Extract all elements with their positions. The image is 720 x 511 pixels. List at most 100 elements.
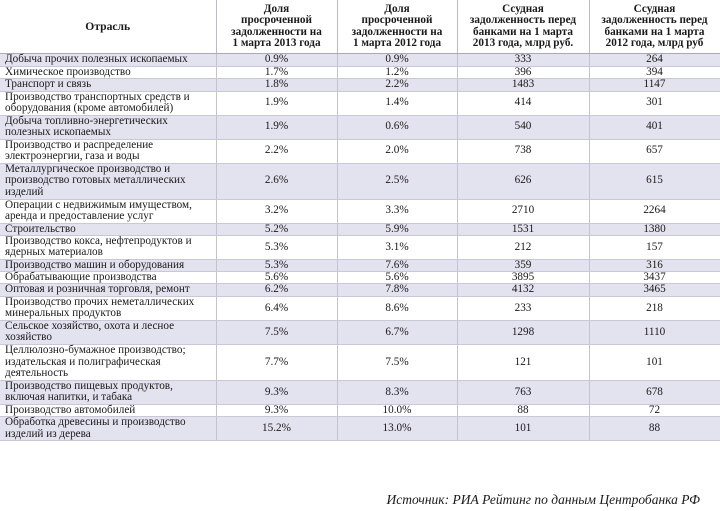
debt-2012-cell: 401: [589, 115, 720, 140]
share-2012-cell: 2.0%: [337, 139, 458, 164]
debt-2012-cell: 218: [589, 296, 720, 321]
share-2012-cell: 1.4%: [337, 91, 458, 116]
debt-2013-cell: 738: [457, 139, 590, 164]
share-2013-cell: 1.9%: [216, 115, 338, 140]
industry-cell: Производство транспортных средств и обор…: [0, 91, 217, 116]
header-row: Отрасль Доля просроченной задолженности …: [0, 0, 720, 54]
table-row: Операции с недвижимым имуществом, аренда…: [0, 199, 720, 224]
table-row: Целлюлозно-бумажное производство; издате…: [0, 344, 720, 381]
share-2013-cell: 2.6%: [216, 163, 338, 200]
industry-cell: Добыча прочих полезных ископаемых: [0, 53, 217, 67]
debt-2013-cell: 540: [457, 115, 590, 140]
industry-cell: Производство автомобилей: [0, 404, 217, 418]
header-debt-2013: Ссудная задолженность перед банками на 1…: [457, 0, 590, 54]
header-share-2012: Доля просроченной задолженности на 1 мар…: [337, 0, 458, 54]
table-row: Строительство 5.2% 5.9% 1531 1380: [0, 223, 720, 236]
industry-cell: Химическое производство: [0, 66, 217, 80]
industry-cell: Производство прочих неметаллических мине…: [0, 296, 217, 321]
share-2012-cell: 0.6%: [337, 115, 458, 140]
share-2012-cell: 5.6%: [337, 271, 458, 285]
industry-cell: Добыча топливно-энергетических полезных …: [0, 115, 217, 140]
share-2013-cell: 2.2%: [216, 139, 338, 164]
debt-2012-cell: 101: [589, 344, 720, 381]
debt-2013-cell: 333: [457, 53, 590, 67]
debt-2012-cell: 394: [589, 66, 720, 80]
share-2012-cell: 8.3%: [337, 380, 458, 405]
industry-cell: Производство машин и оборудования: [0, 259, 217, 273]
industry-cell: Производство пищевых продуктов, включая …: [0, 380, 217, 405]
debt-2012-cell: 157: [589, 235, 720, 260]
share-2012-cell: 8.6%: [337, 296, 458, 321]
share-2012-cell: 6.7%: [337, 320, 458, 345]
table-row: Добыча топливно-энергетических полезных …: [0, 115, 720, 140]
share-2012-cell: 7.5%: [337, 344, 458, 381]
share-2013-cell: 9.3%: [216, 380, 338, 405]
debt-2013-cell: 359: [457, 259, 590, 273]
debt-2013-cell: 88: [457, 404, 590, 418]
industry-cell: Сельское хозяйство, охота и лесное хозяй…: [0, 320, 217, 345]
industry-cell: Металлургическое производство и производ…: [0, 163, 217, 200]
share-2013-cell: 7.7%: [216, 344, 338, 381]
share-2012-cell: 1.2%: [337, 66, 458, 80]
debt-2012-cell: 2264: [589, 199, 720, 224]
header-debt-2012: Ссудная задолженность перед банками на 1…: [589, 0, 720, 54]
share-2013-cell: 0.9%: [216, 53, 338, 67]
industry-cell: Производство и распределение электроэнер…: [0, 139, 217, 164]
debt-2013-cell: 414: [457, 91, 590, 116]
share-2012-cell: 7.8%: [337, 284, 458, 297]
debt-2012-cell: 301: [589, 91, 720, 116]
debt-2013-cell: 3895: [457, 271, 590, 285]
share-2013-cell: 5.6%: [216, 271, 338, 285]
table-body: Добыча прочих полезных ископаемых 0.9% 0.9…: [0, 53, 720, 442]
table-row: Производство автомобилей 9.3% 10.0% 88 72: [0, 404, 720, 418]
share-2012-cell: 2.5%: [337, 163, 458, 200]
debt-2013-cell: 212: [457, 235, 590, 260]
share-2012-cell: 0.9%: [337, 53, 458, 67]
industry-cell: Обрабатывающие производства: [0, 271, 217, 285]
table-row: Металлургическое производство и производ…: [0, 163, 720, 200]
debt-2013-cell: 233: [457, 296, 590, 321]
table-row: Производство и распределение электроэнер…: [0, 139, 720, 164]
share-2013-cell: 1.9%: [216, 91, 338, 116]
table-row: Оптовая и розничная торговля, ремонт 6.2%…: [0, 284, 720, 297]
industry-cell: Оптовая и розничная торговля, ремонт: [0, 284, 217, 297]
table-row: Производство машин и оборудования 5.3% 7.6…: [0, 259, 720, 273]
share-2013-cell: 1.7%: [216, 66, 338, 80]
source-note: Источник: РИА Рейтинг по данным Центроба…: [386, 492, 701, 507]
share-2013-cell: 5.3%: [216, 259, 338, 273]
share-2013-cell: 5.2%: [216, 223, 338, 236]
share-2013-cell: 7.5%: [216, 320, 338, 345]
debt-2013-cell: 396: [457, 66, 590, 80]
table-row: Производство прочих неметаллических мине…: [0, 296, 720, 321]
table-row: Обрабатывающие производства 5.6% 5.6% 3895 3…: [0, 271, 720, 285]
debt-2012-cell: 316: [589, 259, 720, 273]
industry-cell: Строительство: [0, 223, 217, 236]
share-2013-cell: 6.4%: [216, 296, 338, 321]
debt-table: Отрасль Доля просроченной задолженности …: [0, 0, 720, 442]
industry-cell: Обработка древесины и производство издел…: [0, 416, 217, 442]
share-2013-cell: 9.3%: [216, 404, 338, 418]
share-2013-cell: 5.3%: [216, 235, 338, 260]
debt-2012-cell: 615: [589, 163, 720, 200]
share-2013-cell: 15.2%: [216, 416, 338, 442]
table-row: Сельское хозяйство, охота и лесное хозяй…: [0, 320, 720, 345]
share-2012-cell: 7.6%: [337, 259, 458, 273]
share-2012-cell: 10.0%: [337, 404, 458, 418]
industry-cell: Целлюлозно-бумажное производство; издате…: [0, 344, 217, 381]
debt-2013-cell: 1531: [457, 223, 590, 236]
debt-2012-cell: 1147: [589, 79, 720, 92]
industry-cell: Операции с недвижимым имуществом, аренда…: [0, 199, 217, 224]
table-row: Добыча прочих полезных ископаемых 0.9% 0.9…: [0, 53, 720, 67]
table-row: Производство транспортных средств и обор…: [0, 91, 720, 116]
share-2012-cell: 13.0%: [337, 416, 458, 442]
share-2012-cell: 2.2%: [337, 79, 458, 92]
debt-2012-cell: 3437: [589, 271, 720, 285]
share-2012-cell: 3.1%: [337, 235, 458, 260]
debt-2012-cell: 1380: [589, 223, 720, 236]
header-share-2013: Доля просроченной задолженности на 1 мар…: [216, 0, 338, 54]
table-row: Химическое производство 1.7% 1.2% 396 394: [0, 66, 720, 80]
debt-2012-cell: 678: [589, 380, 720, 405]
debt-2013-cell: 121: [457, 344, 590, 381]
debt-2013-cell: 626: [457, 163, 590, 200]
debt-2013-cell: 1483: [457, 79, 590, 92]
